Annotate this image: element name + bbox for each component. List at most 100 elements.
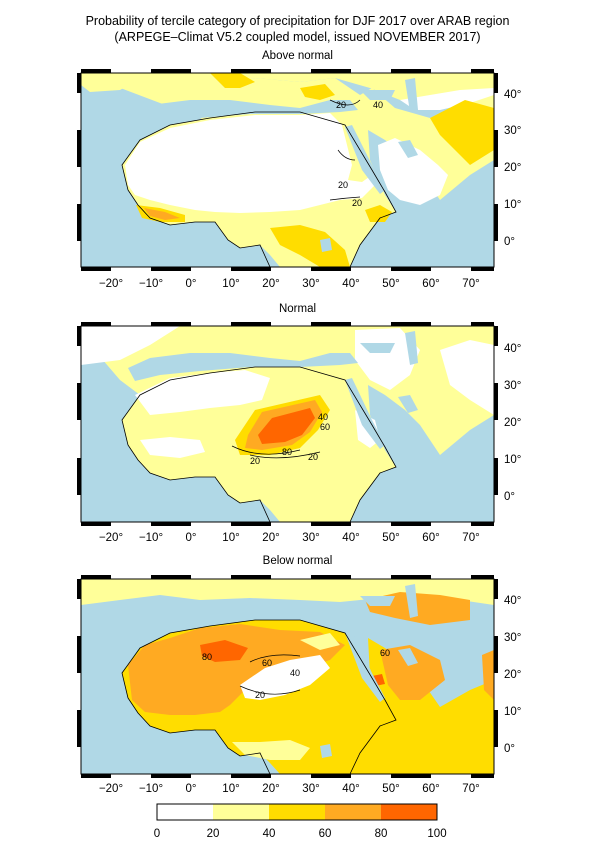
contour-label: 40 [318, 412, 328, 422]
coastline-africa [121, 111, 397, 267]
contour-lines [231, 445, 321, 459]
y-axis-ticks: 40° 30° 20° 10° 0° [504, 595, 521, 755]
panel-title-below: Below normal [262, 555, 333, 567]
colorbar-swatch-1 [213, 804, 269, 820]
contour-label: 60 [320, 422, 330, 432]
svg-text:50°: 50° [382, 278, 399, 290]
svg-text:−20°: −20° [99, 278, 123, 290]
y-axis-ticks: 40° 30° 20° 10° 0° [504, 343, 521, 503]
white-zone-arabia [378, 138, 448, 205]
yellow-patch-eastafrica [270, 225, 350, 267]
colorbar-swatch-3 [325, 804, 381, 820]
contour-label: 20 [308, 452, 318, 462]
svg-text:−20°: −20° [99, 783, 123, 795]
black-sea [360, 596, 395, 606]
white-zone-iran [440, 340, 494, 415]
svg-text:10°: 10° [222, 278, 239, 290]
svg-text:60°: 60° [422, 278, 439, 290]
x-axis-ticks: −20° −10° 0° 10° 20° 30° 40° 50° 60° 70° [99, 783, 480, 795]
black-sea [360, 343, 395, 353]
panel-title-normal: Normal [278, 303, 317, 315]
contour-label: 40 [373, 100, 383, 110]
svg-text:0°: 0° [504, 491, 515, 503]
land-europe [81, 73, 494, 110]
yellow-patch-pakistan [430, 100, 494, 165]
coastline-africa [121, 366, 397, 522]
frame-ticks [77, 322, 498, 526]
persian-gulf [398, 140, 418, 158]
white-zone-sahara [135, 370, 270, 415]
svg-text:20°: 20° [504, 162, 521, 174]
contour-label: 20 [338, 180, 348, 190]
contour-label: 80 [202, 652, 212, 662]
svg-text:−20°: −20° [99, 532, 123, 544]
svg-text:0°: 0° [186, 532, 197, 544]
svg-text:10°: 10° [222, 532, 239, 544]
black-sea [360, 90, 395, 100]
mediterranean-sea [128, 606, 358, 634]
svg-text:0°: 0° [504, 236, 515, 248]
mediterranean-sea [128, 353, 358, 381]
svg-text:40°: 40° [504, 595, 521, 607]
svg-text:0°: 0° [186, 783, 197, 795]
svg-text:40°: 40° [342, 278, 359, 290]
svg-text:60°: 60° [422, 783, 439, 795]
contour-label: 80 [282, 447, 292, 457]
lake-victoria [320, 744, 332, 758]
svg-text:20°: 20° [262, 278, 279, 290]
svg-text:30°: 30° [302, 783, 319, 795]
panel-title-above: Above normal [262, 50, 333, 62]
contour-label: 20 [352, 198, 362, 208]
svg-text:−10°: −10° [139, 532, 163, 544]
land-pale-yellow-north [81, 579, 494, 605]
map-panel-normal: 20 20 40 60 80 −20° −10° 0° 10° 20° 30° … [77, 322, 521, 544]
figure-subtitle: (ARPEGE–Climat V5.2 coupled model, issue… [114, 30, 481, 44]
map-panel-above: 20 20 20 40 −20° −10° 0° 10° 20° 30° 40°… [77, 69, 521, 290]
colorbar-swatch-0 [157, 804, 213, 820]
pale-zone-congo [232, 740, 310, 760]
colorbar: 0 20 40 60 80 100 [154, 803, 447, 840]
colorbar-tick: 60 [319, 828, 332, 840]
svg-text:70°: 70° [462, 278, 479, 290]
colorbar-tick: 100 [427, 828, 446, 840]
contour-label: 20 [250, 456, 260, 466]
colorbar-tick: 0 [154, 828, 160, 840]
x-axis-ticks: −20° −10° 0° 10° 20° 30° 40° 50° 60° 70° [99, 278, 480, 290]
colorbar-frame [156, 803, 438, 821]
lake-victoria [320, 238, 332, 252]
yellow-patch-somalia [365, 205, 392, 222]
orange-zone-arabia [380, 645, 445, 700]
orange-patch-guinea [144, 208, 180, 220]
persian-gulf [398, 648, 418, 666]
red-zone-sudan [258, 408, 315, 444]
svg-text:0°: 0° [186, 278, 197, 290]
svg-text:70°: 70° [462, 783, 479, 795]
contour-label: 20 [336, 100, 346, 110]
colorbar-swatch-4 [381, 804, 437, 820]
colorbar-tick: 20 [207, 828, 220, 840]
contour-label: 60 [380, 648, 390, 658]
yellow-patch-europe [210, 73, 255, 88]
svg-text:50°: 50° [382, 783, 399, 795]
colorbar-tick: 80 [375, 828, 388, 840]
map-frame [80, 325, 495, 523]
white-zone-sahara [125, 113, 375, 213]
yellow-patch-balkans [300, 84, 335, 100]
map-panel-below: 20 40 60 60 80 −20° −10° 0° 10° 20° 30° … [77, 575, 521, 795]
svg-text:40°: 40° [504, 343, 521, 355]
orange-zone-india [482, 650, 494, 700]
svg-text:30°: 30° [504, 632, 521, 644]
x-axis-ticks: −20° −10° 0° 10° 20° 30° 40° 50° 60° 70° [99, 532, 480, 544]
frame-ticks [77, 69, 498, 271]
contour-label: 40 [290, 668, 300, 678]
svg-text:−10°: −10° [139, 783, 163, 795]
svg-text:30°: 30° [302, 532, 319, 544]
persian-gulf [398, 395, 418, 413]
svg-text:30°: 30° [302, 278, 319, 290]
svg-text:30°: 30° [504, 380, 521, 392]
caspian-sea [405, 584, 418, 618]
figure-title: Probability of tercile category of preci… [85, 14, 510, 28]
svg-text:50°: 50° [382, 532, 399, 544]
svg-text:60°: 60° [422, 532, 439, 544]
svg-text:20°: 20° [262, 783, 279, 795]
